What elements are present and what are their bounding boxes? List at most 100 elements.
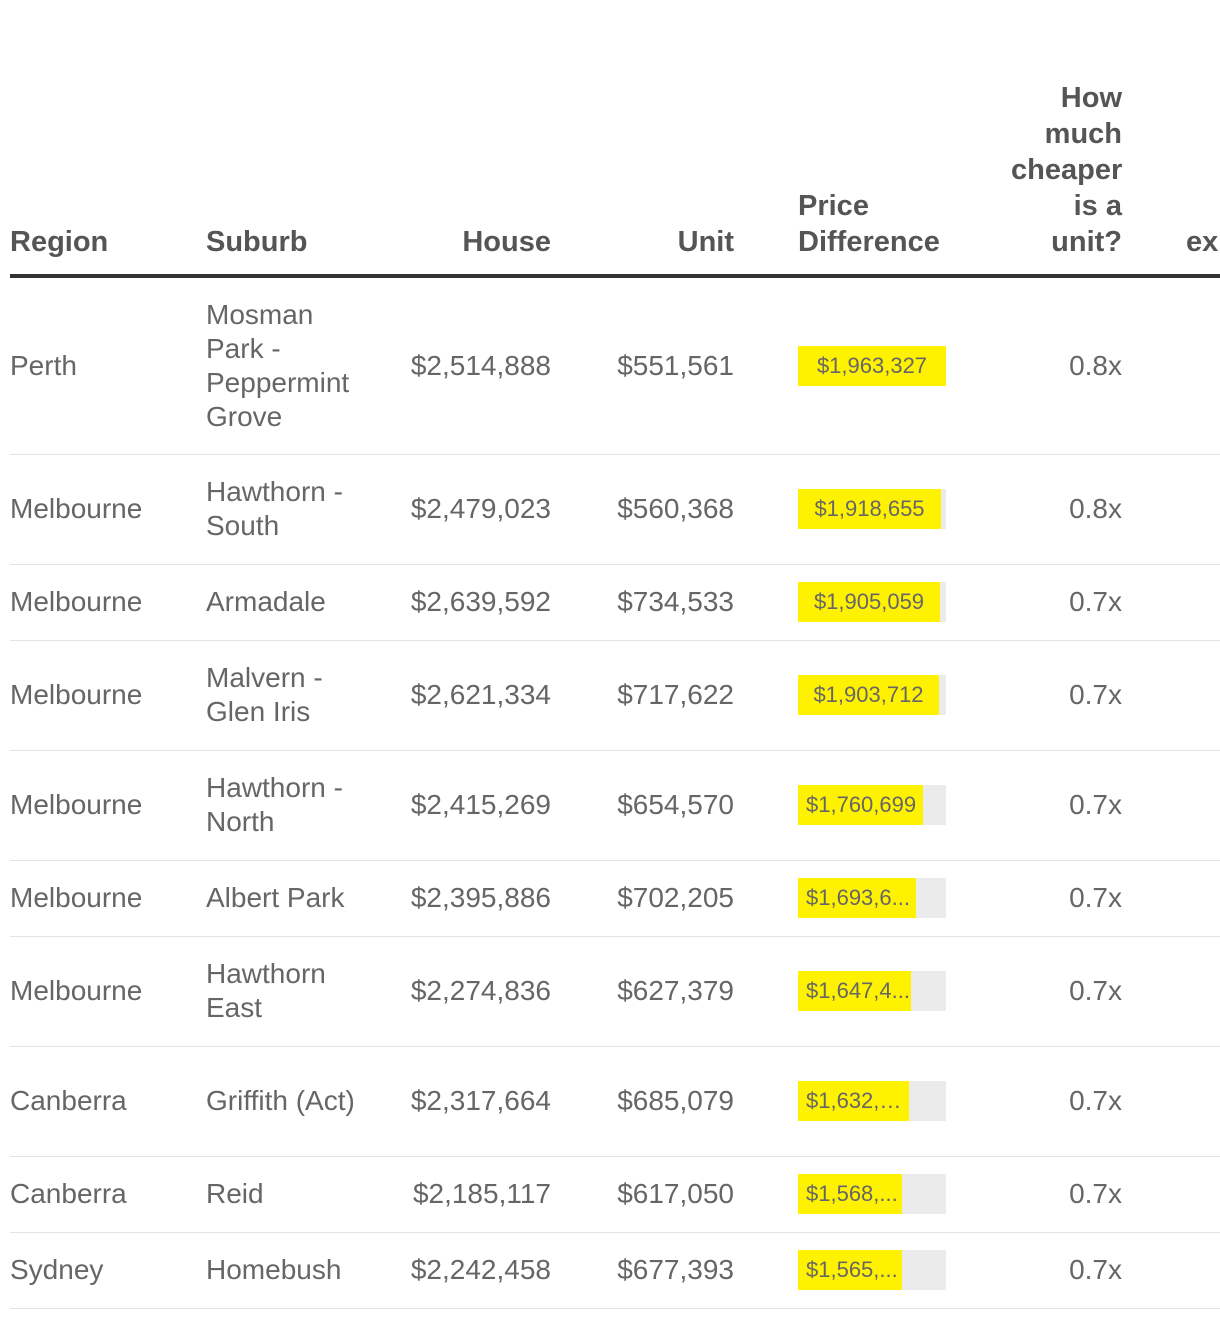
price-difference-bar-track: $1,905,059: [798, 582, 946, 622]
price-difference-bar: [798, 785, 923, 825]
cell-price-difference: $1,918,655: [734, 454, 1011, 565]
price-difference-bar-track: $1,903,712: [798, 675, 946, 715]
header-extra-cut-off[interactable]: ex: [1122, 80, 1220, 278]
cell-house: $2,621,334: [361, 640, 551, 751]
cell-suburb: Mosman Park - Peppermint Grove: [206, 276, 361, 455]
cell-price-difference: $1,568,...: [734, 1156, 1011, 1233]
cell-unit: $551,561: [551, 276, 734, 455]
header-row: Region Suburb House Unit Price Differenc…: [10, 80, 1220, 278]
cell-price-difference: $1,565,...: [734, 1232, 1011, 1309]
table-row: Melbourne Hawthorn - South $2,479,023 $560,…: [10, 454, 1220, 565]
cell-cheaper-ratio: 0.8x: [1011, 454, 1122, 565]
price-difference-bar-track: $1,693,6...: [798, 878, 946, 918]
cell-region: Melbourne: [10, 750, 206, 861]
cell-suburb: Griffith (Act): [206, 1046, 361, 1157]
table-row: Canberra Griffith (Act) $2,317,664 $685,079…: [10, 1046, 1220, 1157]
cell-suburb: Reid: [206, 1156, 361, 1233]
cell-cheaper-ratio: 0.7x: [1011, 640, 1122, 751]
cell-unit: $734,533: [551, 564, 734, 641]
price-difference-bar-track: $1,568,...: [798, 1174, 946, 1214]
cell-suburb: Hawthorn - North: [206, 750, 361, 861]
price-difference-bar: [798, 582, 940, 622]
cell-region: Melbourne: [10, 454, 206, 565]
cell-unit: $654,570: [551, 750, 734, 861]
cell-price-difference: $1,647,4...: [734, 936, 1011, 1047]
cell-extra: [1122, 860, 1220, 937]
cell-region: Melbourne: [10, 860, 206, 937]
cell-region: Perth: [10, 276, 206, 455]
cell-region: Melbourne: [10, 640, 206, 751]
cell-region: Canberra: [10, 1156, 206, 1233]
cell-suburb: Homebush: [206, 1232, 361, 1309]
cell-cheaper-ratio: 0.7x: [1011, 564, 1122, 641]
price-difference-label: $1,760,699: [806, 792, 917, 817]
table-row: Melbourne Albert Park $2,395,886 $702,205 $1…: [10, 860, 1220, 937]
price-difference-label: $1,693,6...: [806, 885, 910, 910]
cell-region: Canberra: [10, 1046, 206, 1157]
cell-unit: $717,622: [551, 640, 734, 751]
price-table: Region Suburb House Unit Price Differenc…: [10, 80, 1220, 1309]
price-difference-label: $1,568,...: [806, 1181, 898, 1206]
cell-unit: $617,050: [551, 1156, 734, 1233]
price-difference-bar-track: $1,963,327: [798, 345, 946, 386]
table-row: Canberra Reid $2,185,117 $617,050 $1,568,...…: [10, 1156, 1220, 1233]
cell-price-difference: $1,963,327: [734, 276, 1011, 455]
price-difference-bar-track: $1,918,655: [798, 489, 946, 529]
price-difference-bar: [798, 1174, 902, 1214]
cell-price-difference: $1,693,6...: [734, 860, 1011, 937]
header-cheaper-ratio[interactable]: How much cheaper is a unit?: [1011, 80, 1122, 278]
price-difference-bar: [798, 878, 916, 918]
header-suburb[interactable]: Suburb: [206, 80, 361, 278]
cell-suburb: Hawthorn - South: [206, 454, 361, 565]
table-row: Melbourne Armadale $2,639,592 $734,533 $1,90…: [10, 564, 1220, 641]
table-row: Melbourne Hawthorn East $2,274,836 $627,379…: [10, 936, 1220, 1047]
cell-region: Melbourne: [10, 564, 206, 641]
cell-unit: $677,393: [551, 1232, 734, 1309]
price-difference-bar: [798, 345, 946, 386]
price-difference-bar: [798, 971, 911, 1011]
table-row: Melbourne Malvern - Glen Iris $2,621,334 $7…: [10, 640, 1220, 751]
cell-unit: $627,379: [551, 936, 734, 1047]
price-difference-bar: [798, 675, 939, 715]
price-difference-bar-track: $1,632,5...: [798, 1081, 946, 1121]
cell-house: $2,274,836: [361, 936, 551, 1047]
price-difference-bar: [798, 489, 941, 529]
cell-unit: $685,079: [551, 1046, 734, 1157]
cell-price-difference: $1,905,059: [734, 564, 1011, 641]
header-region[interactable]: Region: [10, 80, 206, 278]
header-unit[interactable]: Unit: [551, 80, 734, 278]
cell-unit: $702,205: [551, 860, 734, 937]
price-difference-label: $1,905,059: [813, 589, 925, 614]
price-difference-label: $1,632,5...: [806, 1088, 909, 1113]
header-house[interactable]: House: [361, 80, 551, 278]
price-difference-bar: [798, 1250, 902, 1290]
price-difference-bar: [798, 1081, 909, 1121]
cell-cheaper-ratio: 0.7x: [1011, 1156, 1122, 1233]
cell-extra: [1122, 276, 1220, 455]
price-difference-label: $1,918,655: [814, 496, 925, 521]
cell-house: $2,514,888: [361, 276, 551, 455]
cell-cheaper-ratio: 0.7x: [1011, 1046, 1122, 1157]
cell-region: Sydney: [10, 1232, 206, 1309]
cell-extra: [1122, 936, 1220, 1047]
cell-cheaper-ratio: 0.7x: [1011, 860, 1122, 937]
cell-price-difference: $1,632,5...: [734, 1046, 1011, 1157]
cell-extra: [1122, 750, 1220, 861]
table-row: Sydney Homebush $2,242,458 $677,393 $1,565,.…: [10, 1232, 1220, 1309]
cell-extra: [1122, 454, 1220, 565]
cell-price-difference: $1,760,699: [734, 750, 1011, 861]
price-difference-label: $1,903,712: [813, 682, 924, 707]
cell-cheaper-ratio: 0.7x: [1011, 936, 1122, 1047]
cell-house: $2,639,592: [361, 564, 551, 641]
cell-extra: [1122, 640, 1220, 751]
cell-price-difference: $1,903,712: [734, 640, 1011, 751]
table-row: Melbourne Hawthorn - North $2,415,269 $654,…: [10, 750, 1220, 861]
cell-house: $2,479,023: [361, 454, 551, 565]
cell-suburb: Albert Park: [206, 860, 361, 937]
cell-house: $2,242,458: [361, 1232, 551, 1309]
cell-extra: [1122, 1046, 1220, 1157]
header-price-difference[interactable]: Price Difference: [734, 80, 1011, 278]
cell-extra: [1122, 1232, 1220, 1309]
cell-suburb: Malvern - Glen Iris: [206, 640, 361, 751]
